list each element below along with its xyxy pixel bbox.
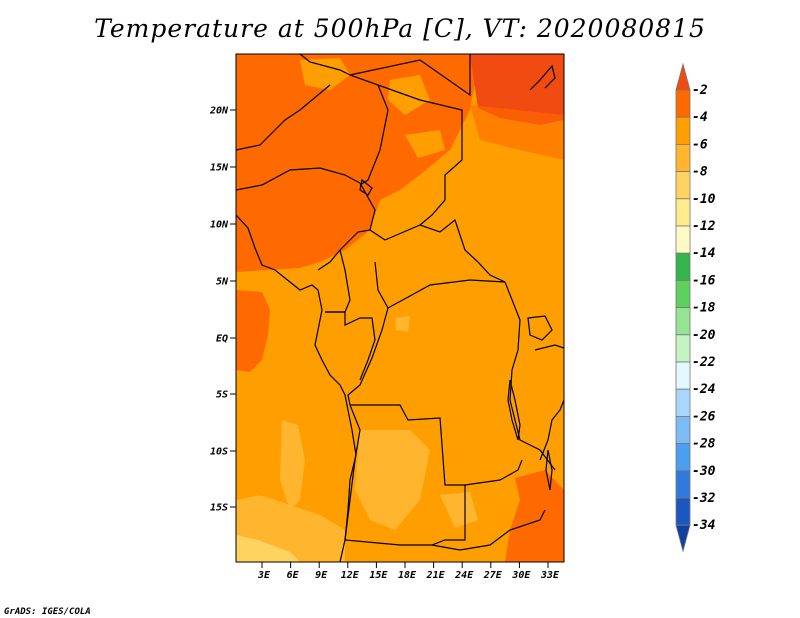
plot-frame	[235, 53, 565, 563]
lake-malawi	[545, 449, 553, 491]
lon-label: 24E	[454, 570, 474, 581]
colorbar-swatch	[675, 143, 691, 172]
border-line	[374, 261, 506, 309]
colorbar-swatch	[675, 279, 691, 308]
colorbar-swatch	[675, 89, 691, 118]
lon-label: 9E	[315, 570, 328, 581]
field-warm-west	[236, 290, 270, 372]
border-line	[347, 307, 389, 406]
field-warm-north	[236, 54, 480, 272]
lon-label: 27E	[483, 570, 503, 581]
border-line	[236, 167, 361, 191]
colorbar-swatch	[675, 415, 691, 444]
field-light-patch-2	[440, 492, 478, 528]
border-line	[431, 509, 546, 551]
field-mid-pocket-3	[405, 130, 445, 158]
colorbar-label: -16	[692, 273, 716, 288]
map-title: Temperature at 500hPa [C], VT: 202008081…	[94, 14, 706, 43]
coastline	[236, 214, 357, 562]
colorbar-label: -28	[692, 437, 716, 452]
border-line	[369, 218, 506, 283]
colorbar-bottom-swatch	[675, 524, 691, 553]
field-mid-pocket-2	[388, 75, 430, 115]
border-line	[350, 404, 466, 546]
border-line	[464, 459, 523, 486]
colorbar-label: -12	[692, 219, 716, 234]
country-borders	[236, 54, 564, 562]
colorbar-swatch	[675, 307, 691, 336]
border-line	[504, 281, 556, 471]
colorbar-swatch	[675, 225, 691, 254]
border-line	[349, 54, 471, 97]
border-line	[377, 84, 463, 226]
colorbar-label: -4	[692, 110, 708, 125]
lake-tanganyika	[507, 379, 521, 441]
lat-label: 15N	[210, 163, 229, 174]
field-light-streak	[280, 420, 305, 510]
colorbar-label: -10	[692, 192, 716, 207]
lon-label: 3E	[257, 570, 271, 581]
latitude-axis: 20N 15N 10N 5N EQ 5S 10S 15S	[209, 106, 236, 514]
field-warm-east	[470, 105, 564, 160]
field-light-angola	[355, 430, 430, 530]
field-mid-pocket-1	[300, 58, 350, 90]
colorbar-label: -32	[692, 491, 716, 506]
lat-label: 10S	[210, 447, 228, 458]
colorbar-label: -26	[692, 409, 716, 424]
field-pale-corner	[236, 535, 300, 562]
lon-label: 21E	[426, 570, 446, 581]
colorbar-swatch	[675, 252, 691, 281]
colorbar-swatch	[675, 198, 691, 227]
colorbar-label: -6	[692, 137, 708, 152]
colorbar-swatch	[675, 470, 691, 499]
lon-label: 15E	[369, 570, 388, 581]
lake-chad	[359, 178, 373, 196]
lat-label: 15S	[210, 503, 228, 514]
colorbar-label: -34	[692, 518, 716, 533]
colorbar-swatch	[675, 116, 691, 145]
lon-label: 33E	[540, 570, 560, 581]
lat-label: 10N	[210, 220, 229, 231]
border-line	[534, 344, 564, 351]
lat-label: 5S	[216, 390, 228, 401]
border-line	[317, 182, 376, 271]
colorbar-swatch	[675, 334, 691, 363]
lat-label: 20N	[209, 106, 229, 117]
colorbar-label: -20	[692, 328, 716, 343]
colorbar-swatch	[675, 497, 691, 526]
field-deep-northeast	[470, 54, 564, 125]
colorbar-label: -8	[692, 165, 708, 180]
field-light-patch-1	[395, 316, 410, 332]
lon-label: 30E	[511, 570, 531, 581]
colorbar-swatch	[675, 361, 691, 390]
border-line	[539, 399, 564, 461]
border-line	[236, 84, 331, 151]
colorbar-label: -18	[692, 301, 716, 316]
lake-victoria	[527, 315, 553, 341]
colorbar-swatch	[675, 388, 691, 417]
field-warm-southeast	[505, 470, 564, 562]
colorbar-swatch	[675, 443, 691, 472]
red-sea-coast	[529, 64, 556, 91]
colorbar-top-arrow	[675, 62, 691, 91]
lat-label: 5N	[216, 277, 229, 288]
lat-label: EQ	[216, 334, 228, 345]
lon-label: 12E	[341, 570, 360, 581]
colorbar: -2 -4 -6 -8 -10 -12 -14 -16 -18 -20 -22 -24 -26 -28 -3…	[675, 62, 716, 553]
longitude-axis: 3E 6E 9E 12E 15E 18E 21E 24E 27E 30E 33E	[257, 562, 560, 581]
credit-label: GrADS: IGES/COLA	[4, 607, 91, 617]
lon-label: 6E	[287, 570, 300, 581]
colorbar-label: -24	[692, 382, 716, 397]
colorbar-label: -2	[692, 83, 708, 98]
border-line	[325, 311, 376, 381]
colorbar-label: -22	[692, 355, 716, 370]
colorbar-label: -30	[692, 464, 716, 479]
temperature-field	[236, 54, 564, 562]
border-line	[344, 404, 432, 546]
lon-label: 18E	[398, 570, 417, 581]
colorbar-swatch	[675, 171, 691, 200]
colorbar-label: -14	[692, 246, 716, 261]
